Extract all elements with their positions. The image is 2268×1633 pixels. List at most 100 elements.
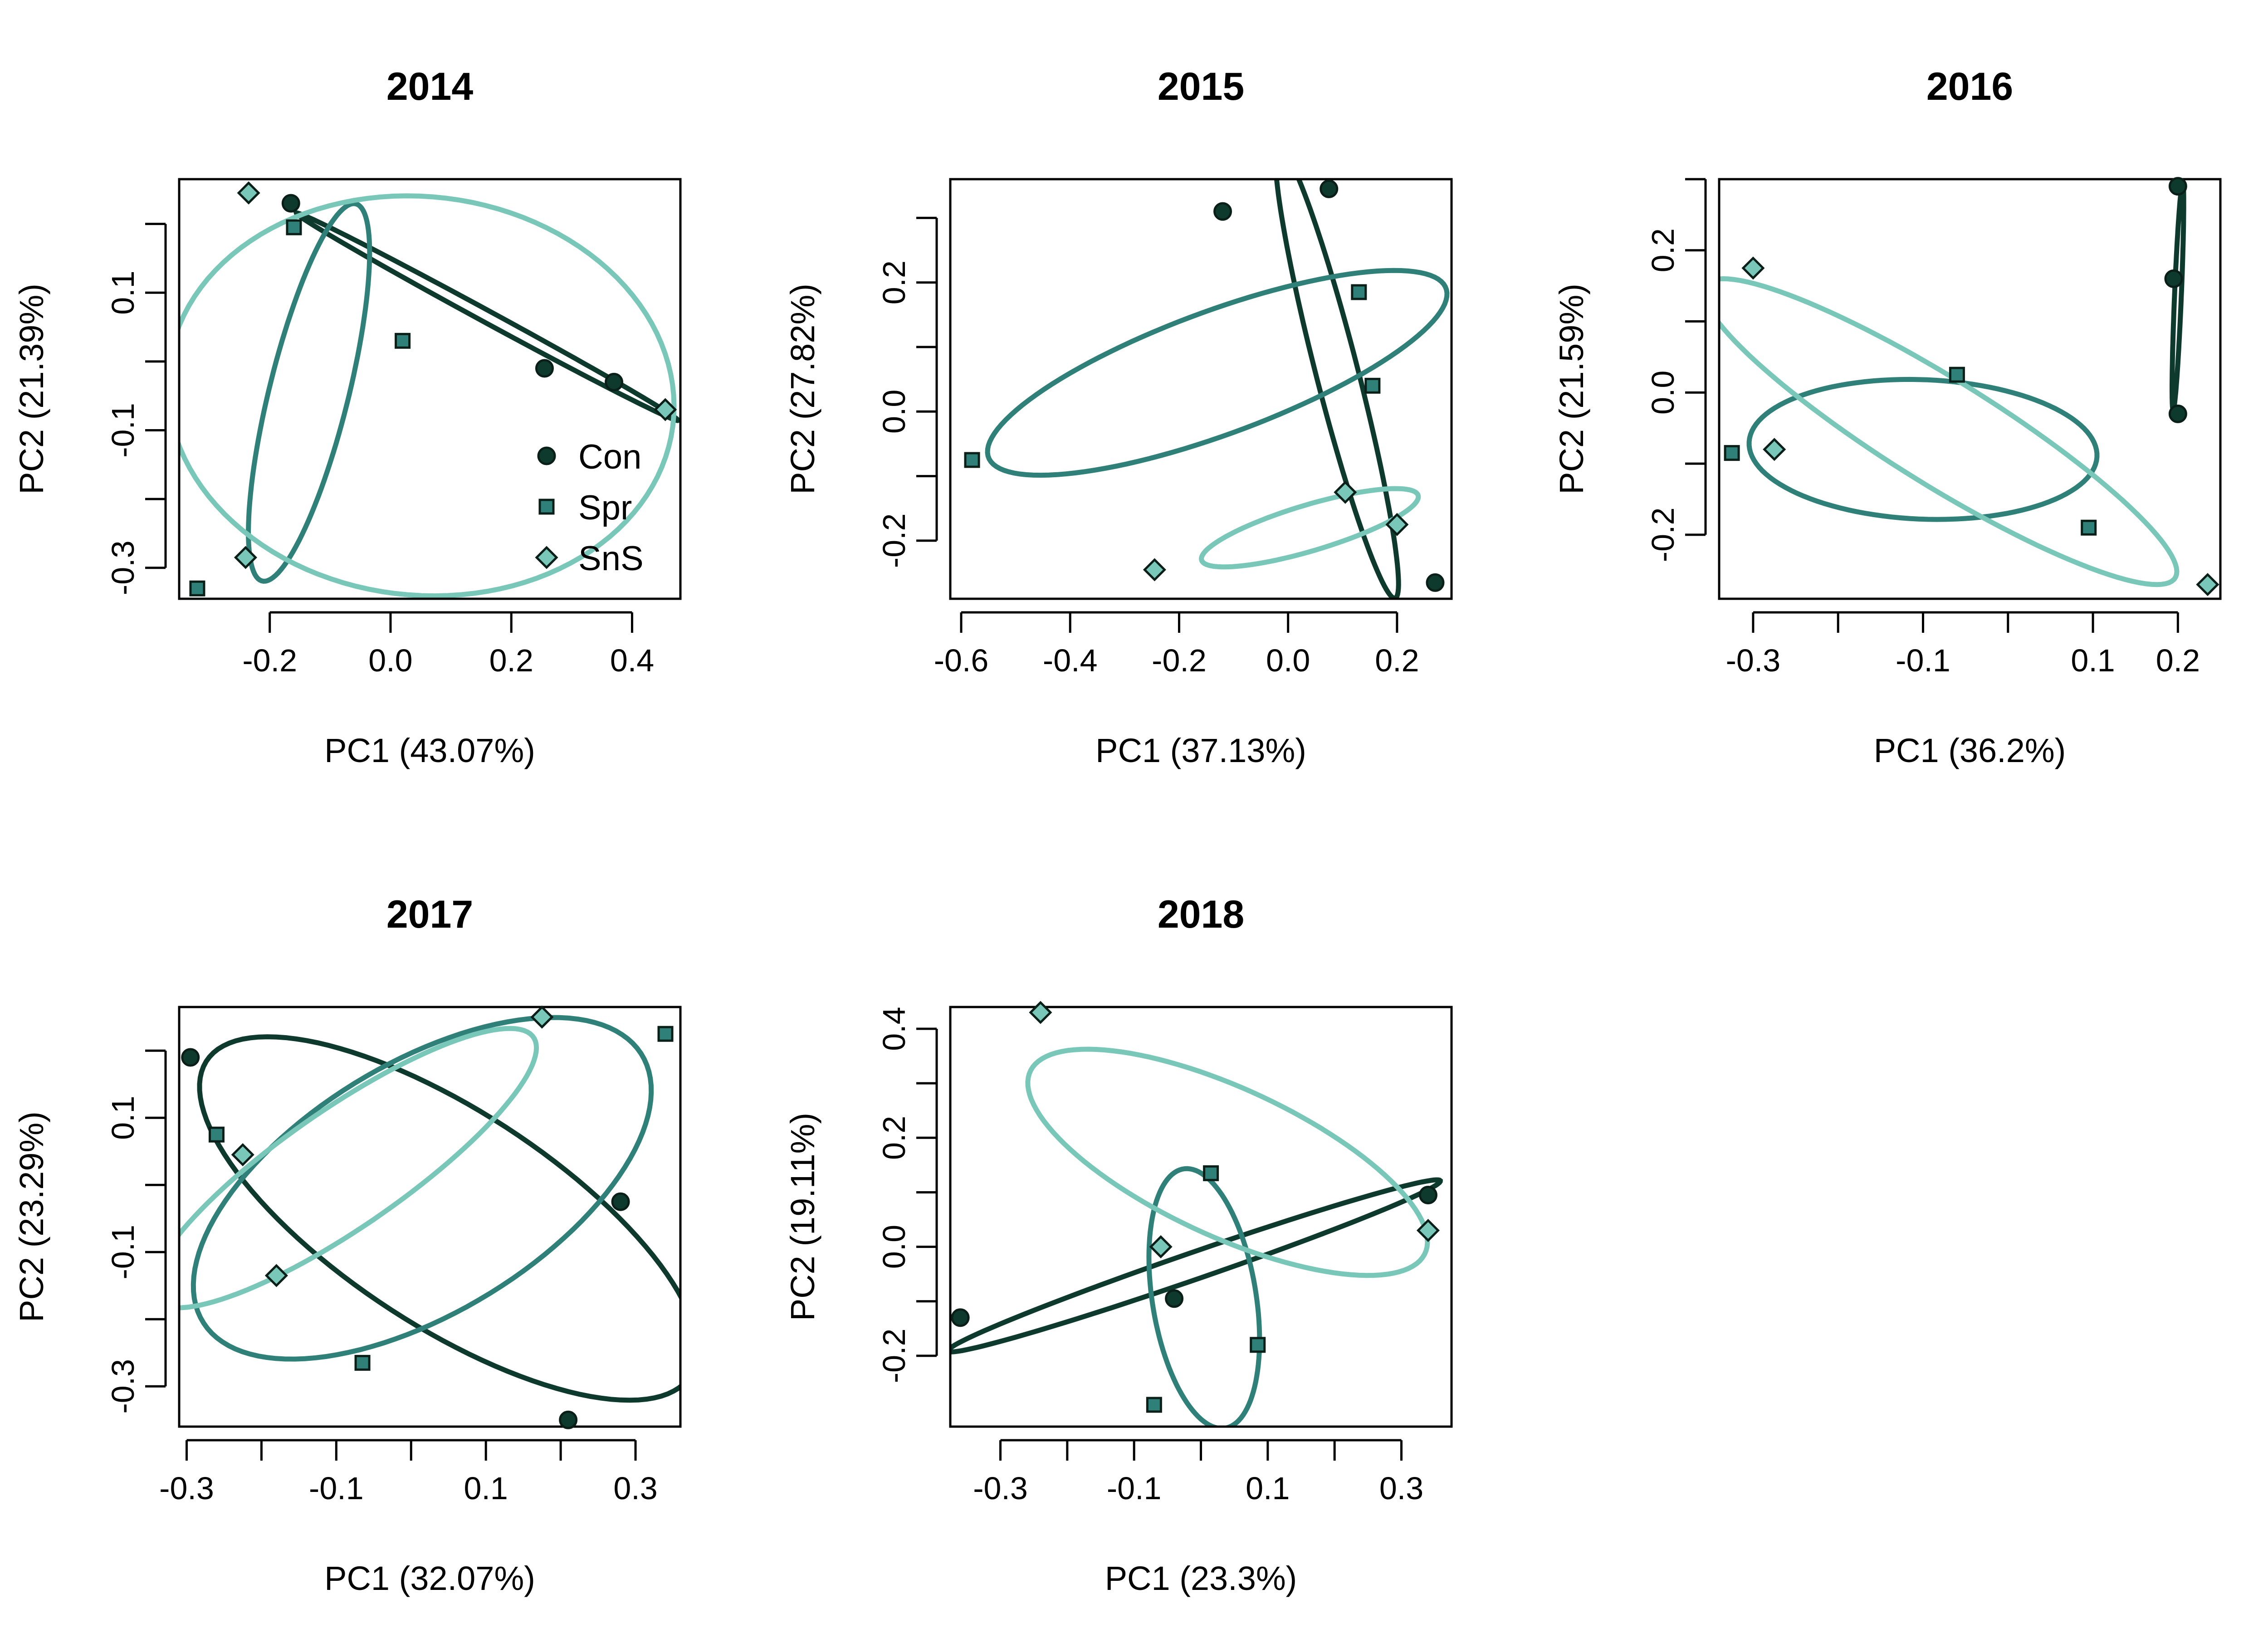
chart-panel-2016: 2016 -0.3 -0.1 0.1 0.2 PC1 (36.2%) -0.2 0.0 0.2 P… xyxy=(1553,65,2222,769)
x-tick-label: 0.2 xyxy=(1375,643,1419,678)
y-axis-label: PC2 (23.29%) xyxy=(13,1111,50,1322)
legend-label-Spr: Spr xyxy=(578,489,632,527)
data-point-Spr xyxy=(657,1026,674,1042)
y-tick-label: -0.2 xyxy=(1645,508,1681,562)
y-axis: -0.3 -0.1 0.1 xyxy=(105,223,167,595)
ellipse-SnS xyxy=(1199,486,1421,570)
point-layer xyxy=(189,181,677,596)
x-axis-label: PC1 (23.3%) xyxy=(1105,1560,1297,1597)
ellipse-Spr xyxy=(246,201,372,584)
y-axis: -0.2 0.0 0.2 xyxy=(876,216,938,568)
x-tick-label: -0.2 xyxy=(1152,643,1207,678)
point-layer xyxy=(964,179,1445,592)
y-tick-label: 0.2 xyxy=(1645,228,1681,272)
x-axis-label: PC1 (32.07%) xyxy=(324,1560,535,1597)
x-tick-label: -0.1 xyxy=(309,1471,364,1506)
y-tick-label: 0.2 xyxy=(876,260,912,304)
y-tick-label: 0.4 xyxy=(876,1007,912,1051)
data-point-SnS xyxy=(1763,438,1786,461)
y-tick-label: -0.2 xyxy=(876,1329,912,1384)
legend-label-Con: Con xyxy=(578,438,641,476)
ellipse-Con xyxy=(293,210,680,423)
y-axis-label: PC2 (19.11%) xyxy=(784,1113,821,1321)
x-tick-label: -0.2 xyxy=(242,643,297,678)
x-axis: -0.3 -0.1 0.1 0.3 xyxy=(159,1439,658,1506)
data-point-SnS xyxy=(234,546,257,569)
y-axis-label: PC2 (27.82%) xyxy=(784,284,821,494)
ellipse-Spr xyxy=(1146,1166,1262,1427)
x-tick-label: 0.0 xyxy=(368,643,412,678)
data-point-Con xyxy=(559,1410,578,1429)
chart-title: 2018 xyxy=(1158,893,1244,936)
data-point-Spr xyxy=(1724,445,1740,461)
data-point-Con xyxy=(1213,202,1232,221)
data-point-SnS xyxy=(1385,513,1409,536)
chart-title: 2014 xyxy=(386,65,473,108)
x-tick-label: 0.2 xyxy=(489,643,533,678)
data-point-Con xyxy=(2168,177,2187,196)
chart-title: 2016 xyxy=(1926,65,2013,108)
data-point-Con xyxy=(2168,404,2187,423)
ellipse-Con xyxy=(950,1177,1443,1354)
x-axis: -0.3 -0.1 0.1 0.2 xyxy=(1726,611,2200,678)
y-axis-label: PC2 (21.39%) xyxy=(13,284,50,494)
data-point-Spr xyxy=(354,1354,371,1371)
x-tick-label: 0.1 xyxy=(464,1471,508,1506)
data-point-Spr xyxy=(189,580,205,596)
point-layer xyxy=(181,1005,674,1429)
x-tick-label: 0.3 xyxy=(613,1471,657,1506)
data-point-Spr xyxy=(208,1126,225,1143)
data-point-Con xyxy=(605,372,624,391)
chart-panel-2014: 2014 -0.2 0.0 0.2 0.4 PC1 (43.07%) -0.3 -0.1 0.1… xyxy=(13,65,682,769)
x-tick-label: 0.4 xyxy=(610,643,654,678)
legend-marker-Con xyxy=(537,446,556,465)
x-tick-label: 0.2 xyxy=(2156,643,2200,678)
x-axis: -0.6 -0.4 -0.2 0.0 0.2 xyxy=(934,611,1419,678)
legend: Con Spr SnS xyxy=(535,438,644,578)
chart-title: 2015 xyxy=(1158,65,1244,108)
y-axis: -0.2 0.0 0.2 xyxy=(1645,178,1707,562)
point-layer xyxy=(951,1001,1440,1413)
data-point-Con xyxy=(281,194,300,213)
plot-frame xyxy=(949,1006,1453,1428)
x-tick-label: -0.3 xyxy=(1726,643,1781,678)
data-point-SnS xyxy=(2196,573,2219,596)
x-tick-label: -0.3 xyxy=(159,1471,214,1506)
plot-frame xyxy=(949,178,1453,600)
data-point-SnS xyxy=(1029,1001,1052,1024)
y-tick-label: 0.1 xyxy=(105,1096,141,1140)
plot-frame xyxy=(178,178,682,600)
ellipse-layer xyxy=(950,1046,1443,1427)
data-point-Con xyxy=(1426,573,1445,592)
x-tick-label: -0.4 xyxy=(1043,643,1098,678)
y-tick-label: 0.0 xyxy=(876,1225,912,1269)
data-point-Spr xyxy=(1146,1397,1162,1413)
data-point-Con xyxy=(611,1192,630,1211)
x-axis: -0.3 -0.1 0.1 0.3 xyxy=(973,1439,1423,1506)
y-tick-label: 0.2 xyxy=(876,1116,912,1160)
y-tick-label: 0.0 xyxy=(876,390,912,434)
x-tick-label: -0.6 xyxy=(934,643,989,678)
ellipse-layer xyxy=(1719,180,2186,587)
data-point-Con xyxy=(1418,1185,1437,1204)
data-point-Spr xyxy=(2081,519,2097,536)
x-tick-label: 0.3 xyxy=(1379,1471,1423,1506)
chart-panel-2015: 2015 -0.6 -0.4 -0.2 0.0 0.2 PC1 (37.13%) -0.2 0.… xyxy=(784,65,1453,769)
ellipse-SnS xyxy=(179,1026,539,1310)
x-tick-label: 0.1 xyxy=(2071,643,2115,678)
data-point-Spr xyxy=(286,219,302,235)
chart-panel-2018: 2018 -0.3 -0.1 0.1 0.3 PC1 (23.3%) -0.2 0.0 0.2 0… xyxy=(784,893,1453,1597)
ellipse-Spr xyxy=(1746,376,2100,522)
ellipse-Spr xyxy=(985,268,1450,478)
x-axis: -0.2 0.0 0.2 0.4 xyxy=(242,611,654,678)
x-axis-label: PC1 (36.2%) xyxy=(1874,732,2066,769)
data-point-Con xyxy=(1165,1289,1184,1308)
plot-frame xyxy=(1718,178,2222,600)
y-tick-label: 0.1 xyxy=(105,271,141,315)
data-point-Spr xyxy=(1351,284,1367,300)
legend-marker-Spr xyxy=(538,499,555,515)
y-tick-label: -0.1 xyxy=(105,403,141,458)
ellipse-Spr xyxy=(191,1015,654,1362)
chart-title: 2017 xyxy=(386,893,473,936)
y-tick-label: -0.3 xyxy=(105,1359,141,1414)
